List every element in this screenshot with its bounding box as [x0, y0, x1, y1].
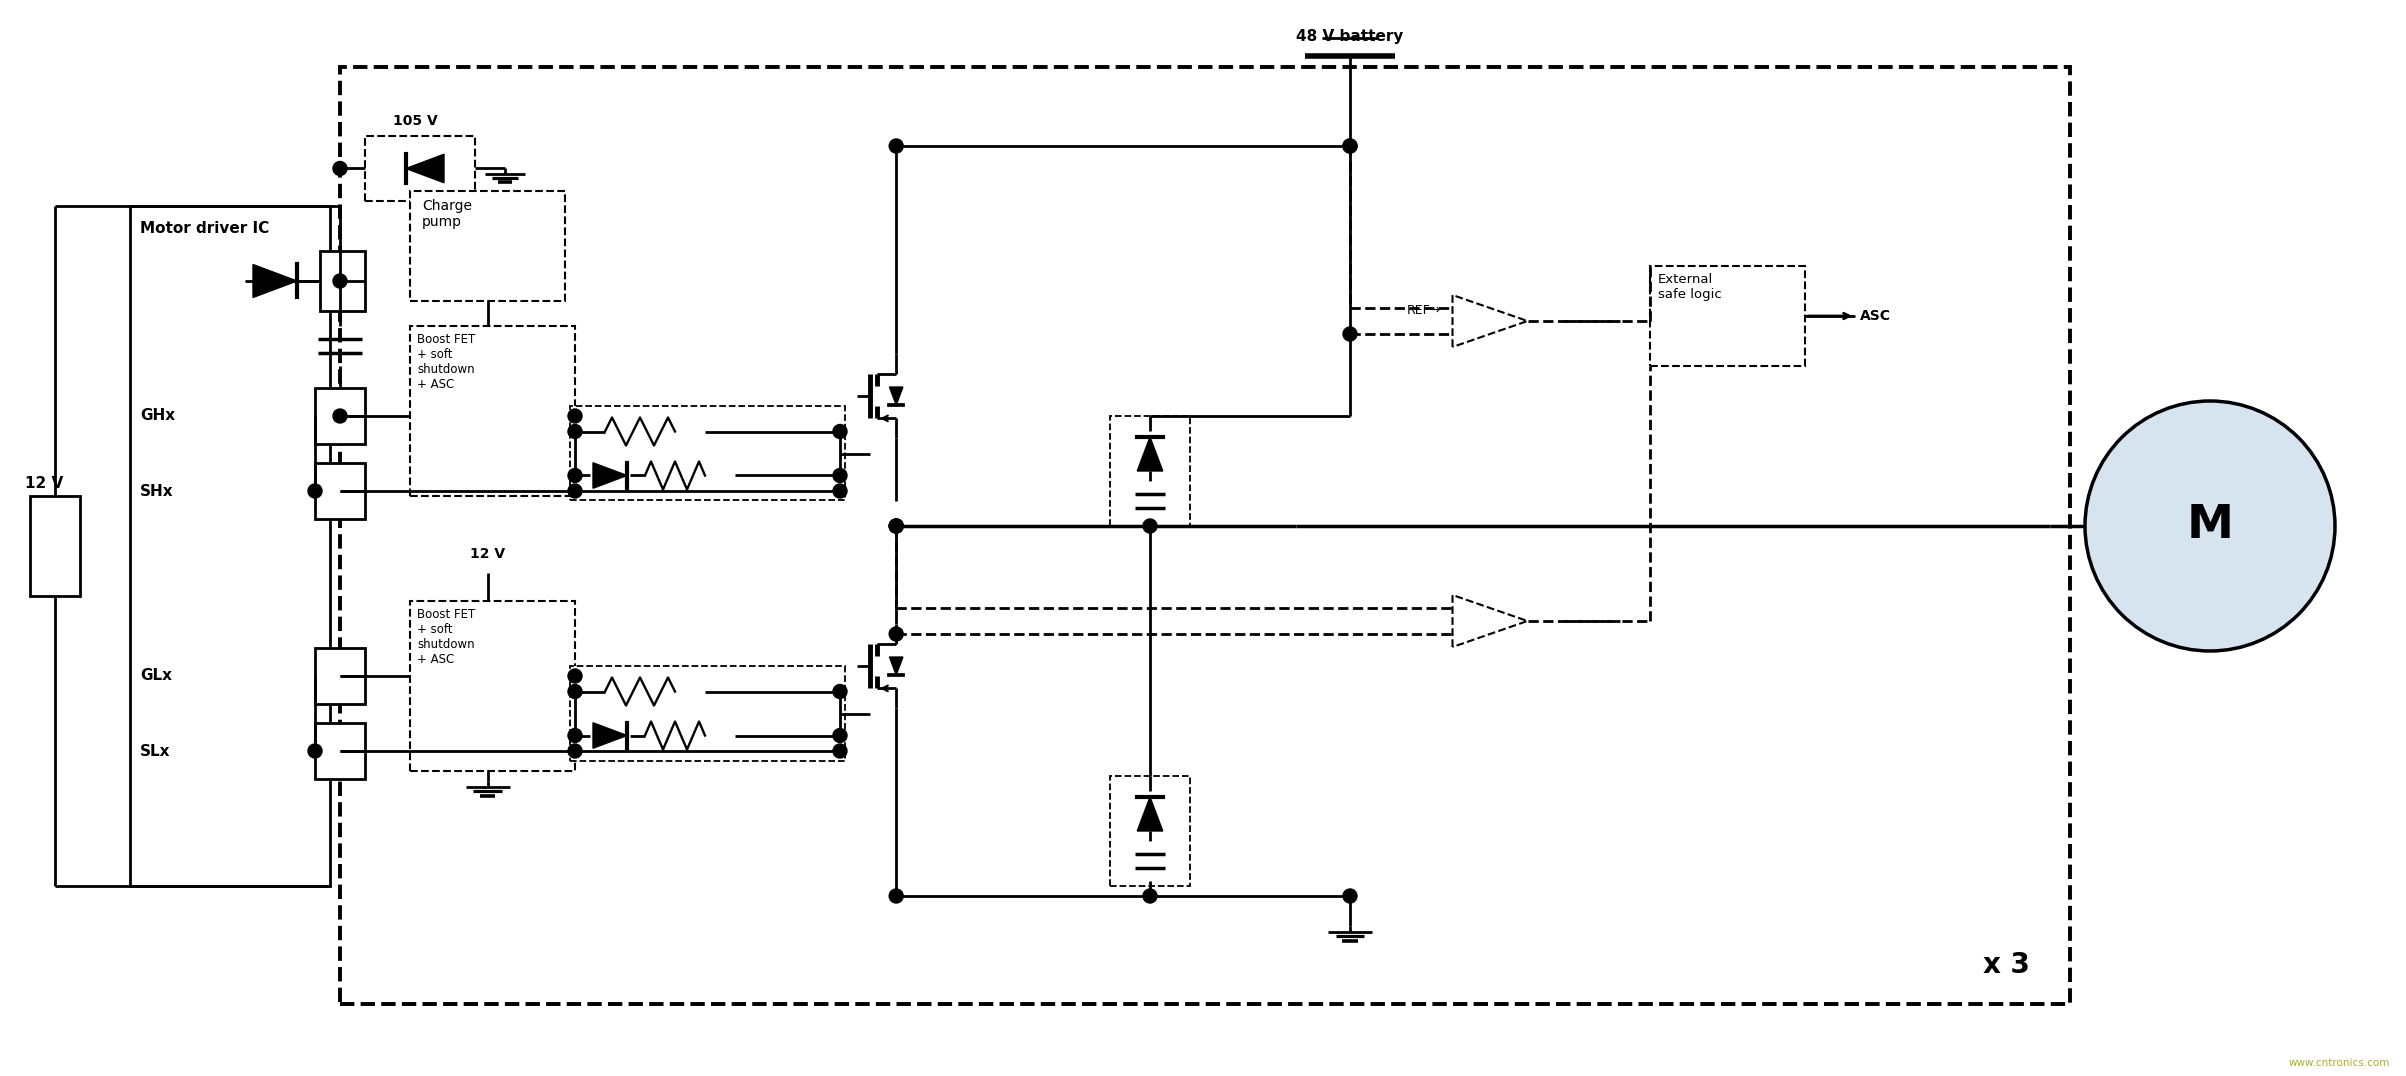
- Circle shape: [332, 161, 346, 175]
- Circle shape: [568, 409, 582, 423]
- Circle shape: [2086, 401, 2334, 651]
- Text: 12 V: 12 V: [24, 476, 63, 491]
- Circle shape: [332, 274, 346, 288]
- Bar: [570, 666, 845, 761]
- Circle shape: [1343, 139, 1357, 153]
- Text: Motor driver IC: Motor driver IC: [140, 221, 269, 236]
- Circle shape: [308, 744, 322, 758]
- Polygon shape: [592, 463, 628, 489]
- Circle shape: [832, 728, 847, 742]
- Bar: [315, 463, 366, 519]
- Circle shape: [332, 409, 346, 423]
- Circle shape: [890, 519, 902, 533]
- Text: Boost FET
+ soft
shutdown
+ ASC: Boost FET + soft shutdown + ASC: [416, 332, 476, 391]
- Circle shape: [1343, 327, 1357, 341]
- Circle shape: [890, 139, 902, 153]
- Text: www.cntronics.com: www.cntronics.com: [2288, 1058, 2389, 1068]
- Bar: [315, 723, 366, 779]
- Text: GHx: GHx: [140, 409, 176, 424]
- Polygon shape: [890, 387, 902, 405]
- Polygon shape: [592, 723, 628, 748]
- Text: SLx: SLx: [140, 744, 171, 759]
- Circle shape: [890, 519, 902, 533]
- Text: External
safe logic: External safe logic: [1658, 273, 1723, 301]
- Circle shape: [568, 728, 582, 742]
- Text: ASC: ASC: [1860, 309, 1891, 323]
- Bar: [570, 407, 845, 500]
- Circle shape: [568, 669, 582, 683]
- Polygon shape: [253, 265, 296, 297]
- Circle shape: [890, 889, 902, 903]
- Bar: [1651, 266, 1804, 366]
- Polygon shape: [407, 154, 445, 183]
- Circle shape: [832, 484, 847, 498]
- Bar: [315, 648, 366, 704]
- Circle shape: [832, 425, 847, 439]
- Bar: [339, 67, 2069, 1004]
- Circle shape: [568, 484, 582, 498]
- Circle shape: [568, 468, 582, 482]
- Circle shape: [890, 519, 902, 533]
- Text: 12 V: 12 V: [469, 547, 505, 561]
- Bar: [366, 136, 474, 201]
- Bar: [29, 496, 79, 596]
- Bar: [320, 251, 366, 311]
- Bar: [1109, 776, 1191, 886]
- Polygon shape: [1138, 437, 1162, 471]
- Text: x 3: x 3: [1983, 951, 2031, 979]
- Circle shape: [1143, 519, 1157, 533]
- Circle shape: [1143, 889, 1157, 903]
- Bar: [409, 326, 575, 496]
- Polygon shape: [1138, 797, 1162, 831]
- Circle shape: [1343, 139, 1357, 153]
- Bar: [1109, 416, 1191, 526]
- Text: Boost FET
+ soft
shutdown
+ ASC: Boost FET + soft shutdown + ASC: [416, 608, 476, 666]
- Circle shape: [568, 425, 582, 439]
- Circle shape: [1343, 889, 1357, 903]
- Circle shape: [568, 684, 582, 698]
- Text: 48 V battery: 48 V battery: [1297, 29, 1403, 44]
- Text: Charge
pump: Charge pump: [421, 199, 472, 229]
- Text: REF→: REF→: [1405, 305, 1441, 317]
- Bar: [130, 206, 330, 886]
- Text: GLx: GLx: [140, 668, 171, 683]
- Bar: [409, 192, 565, 301]
- Circle shape: [832, 468, 847, 482]
- Circle shape: [832, 744, 847, 758]
- Circle shape: [890, 627, 902, 641]
- Text: SHx: SHx: [140, 483, 173, 498]
- Bar: [409, 601, 575, 771]
- Circle shape: [568, 744, 582, 758]
- Text: M: M: [2187, 504, 2233, 549]
- Bar: [315, 388, 366, 444]
- Circle shape: [832, 684, 847, 698]
- Circle shape: [308, 484, 322, 498]
- Polygon shape: [890, 657, 902, 675]
- Text: 105 V: 105 V: [392, 114, 438, 128]
